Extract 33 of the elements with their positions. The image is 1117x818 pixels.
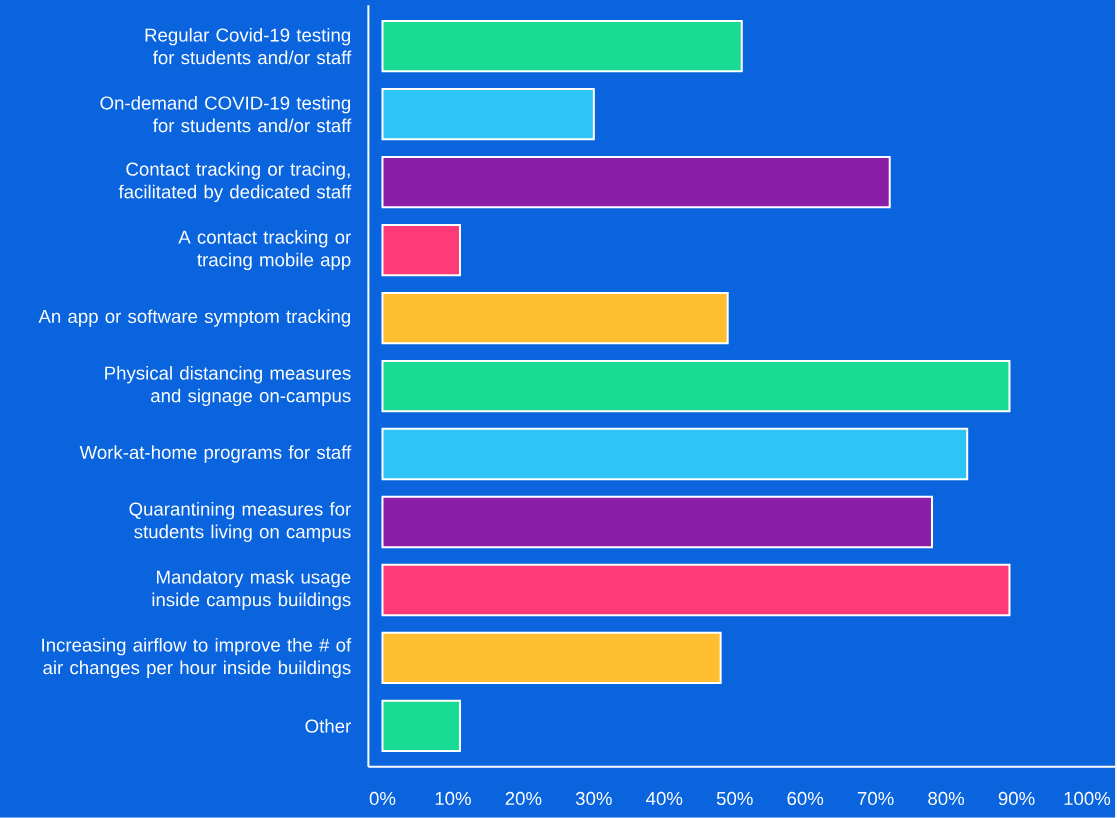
y-tick-label: Physical distancing measures and signage on-campus <box>105 366 351 407</box>
bar <box>381 564 1011 617</box>
y-tick-label: Mandatory mask usage inside campus buildings <box>152 570 351 611</box>
y-tick-label: A contact tracking or tracing mobile app <box>178 230 351 271</box>
x-tick-label: 80% <box>928 792 965 806</box>
bar <box>381 224 461 277</box>
y-tick-label: Other <box>305 719 351 733</box>
x-tick-label: 0% <box>369 792 396 806</box>
y-tick-label: Work-at-home programs for staff <box>79 445 352 463</box>
y-tick-label: Contact tracking or tracing, facilitated by dedicated staff <box>118 162 352 203</box>
y-tick-label: An app or software symptom tracking <box>38 309 351 327</box>
bar <box>381 496 933 549</box>
x-tick-label: 10% <box>435 792 471 806</box>
x-tick-label: 40% <box>646 792 683 806</box>
y-tick-label: On-demand COVID-19 testing for students and/or staff <box>100 96 352 133</box>
bar <box>381 699 461 753</box>
y-tick-label: Increasing airflow to improve the # of air changes per hour inside buildings <box>42 638 352 679</box>
bar <box>381 292 729 345</box>
x-tick-label: 100% <box>1064 792 1111 806</box>
bar <box>381 631 722 685</box>
x-tick-label: 50% <box>716 792 753 806</box>
x-tick-label: 30% <box>575 792 612 806</box>
bar <box>381 156 891 209</box>
bar <box>381 88 595 141</box>
x-tick-label: 70% <box>857 792 894 806</box>
y-tick-label: Regular Covid-19 testing for students and/or staff <box>145 28 352 65</box>
bar <box>381 428 969 481</box>
x-tick-label: 20% <box>505 792 542 806</box>
x-tick-label: 60% <box>787 792 824 806</box>
bar <box>381 20 743 73</box>
y-tick-label: Quarantining measures for students living on campus <box>129 502 351 543</box>
x-tick-label: 90% <box>998 792 1035 806</box>
bar <box>381 360 1011 413</box>
